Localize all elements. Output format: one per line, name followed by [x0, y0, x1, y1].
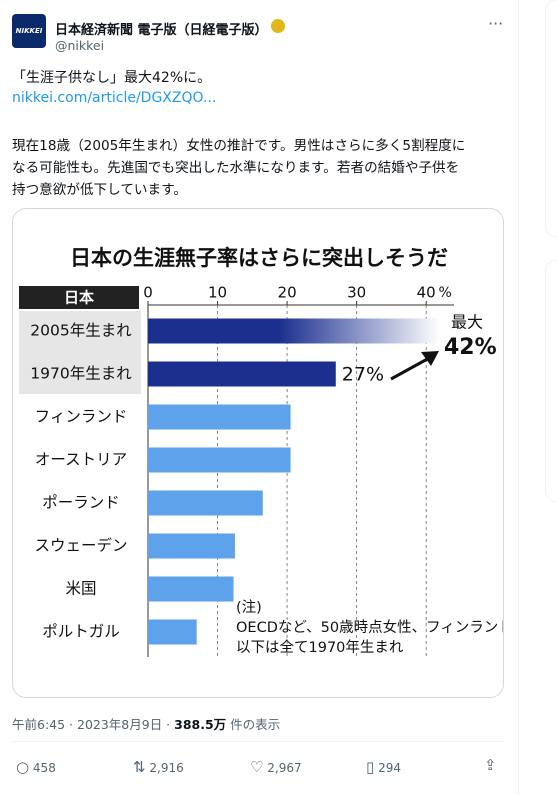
- bookmark-count: 294: [378, 761, 401, 775]
- value-label: 27%: [342, 364, 384, 386]
- note-line: OECDなど、50歳時点女性、フィンランド: [236, 618, 503, 636]
- x-tick-label: 30: [347, 284, 366, 302]
- category-label: 2005年生まれ: [30, 322, 132, 340]
- link[interactable]: nikkei.com/article/DGXZQO...: [12, 90, 217, 106]
- bar: [148, 490, 263, 516]
- note-line: (注): [236, 599, 262, 616]
- group-header: [19, 286, 139, 309]
- bar: [148, 619, 197, 645]
- bar: [148, 404, 291, 430]
- timestamp: 午前6:45 · 2023年8月9日 · 388.5万 件の表示: [12, 714, 280, 733]
- more-button[interactable]: ···: [488, 14, 504, 33]
- like-button[interactable]: ♡ 2,967: [250, 758, 302, 776]
- headline: 「生涯子供なし」最大42%に。: [12, 70, 212, 86]
- x-tick-label: 0: [143, 284, 153, 302]
- body-line: なる可能性も。先進国でも突出した水準になります。若者の結婚や子供を: [12, 160, 460, 176]
- category-label: 1970年生まれ: [30, 365, 132, 383]
- author-name[interactable]: 日本経済新聞 電子版（日経電子版）: [55, 23, 268, 38]
- arrow-head: [421, 351, 439, 366]
- bar: [148, 318, 441, 344]
- bar: [148, 576, 234, 602]
- x-tick-label: 40: [417, 284, 436, 302]
- reply-button[interactable]: ○ 458: [16, 758, 56, 776]
- views-suffix: 件の表示: [226, 717, 281, 732]
- category-label: オーストリア: [35, 451, 127, 469]
- views: 388.5万: [174, 717, 227, 732]
- verified-badge: [271, 19, 285, 33]
- category-label: ポルトガル: [42, 623, 120, 641]
- category-label: スウェーデン: [34, 536, 127, 555]
- group-background: [19, 311, 141, 394]
- sidebar-card: [545, 260, 557, 502]
- image-card[interactable]: 日本の生涯無子率はさらに突出しそうだ日本 0 10 20 30 40% 2005年生まれ 19…: [12, 208, 504, 698]
- bookmark-button[interactable]: ▯ 294: [366, 758, 401, 776]
- value-label: 42%: [444, 335, 497, 360]
- handle[interactable]: @nikkei: [55, 38, 105, 53]
- arrow: [390, 355, 432, 381]
- chart-title: 日本の生涯無子率はさらに突出しそうだ: [70, 246, 448, 270]
- category-label: 米国: [65, 580, 96, 598]
- sidebar-card: [545, 0, 557, 237]
- body-line: 持つ意欲が低下しています。: [12, 182, 187, 198]
- category-label: フィンランド: [35, 408, 128, 426]
- bar: [148, 361, 336, 387]
- repost-button[interactable]: ⇅ 2,916: [133, 758, 184, 776]
- like-count: 2,967: [267, 761, 302, 775]
- divider: [12, 741, 504, 742]
- logo-text: NIKKEI: [15, 27, 43, 35]
- bar: [148, 533, 235, 559]
- note-line: 以下は全て1970年生まれ: [236, 638, 404, 656]
- category-label: ポーランド: [42, 494, 120, 512]
- x-tick-label: 10: [208, 284, 227, 302]
- sidebar-edge: [518, 0, 519, 795]
- bar: [148, 447, 291, 473]
- body-line: 現在18歳（2005年生まれ）女性の推計です。男性はさらに多く5割程度に: [12, 138, 466, 154]
- avatar[interactable]: NIKKEI: [12, 14, 46, 48]
- repost-count: 2,916: [149, 761, 184, 775]
- x-unit: %: [439, 285, 452, 301]
- time[interactable]: 午前6:45 · 2023年8月9日 ·: [12, 717, 175, 732]
- annotation: 最大: [451, 313, 483, 332]
- share-button[interactable]: ⇪: [484, 756, 497, 774]
- group-label: 日本: [64, 289, 94, 307]
- x-tick-label: 20: [278, 284, 297, 302]
- reply-count: 458: [32, 761, 56, 775]
